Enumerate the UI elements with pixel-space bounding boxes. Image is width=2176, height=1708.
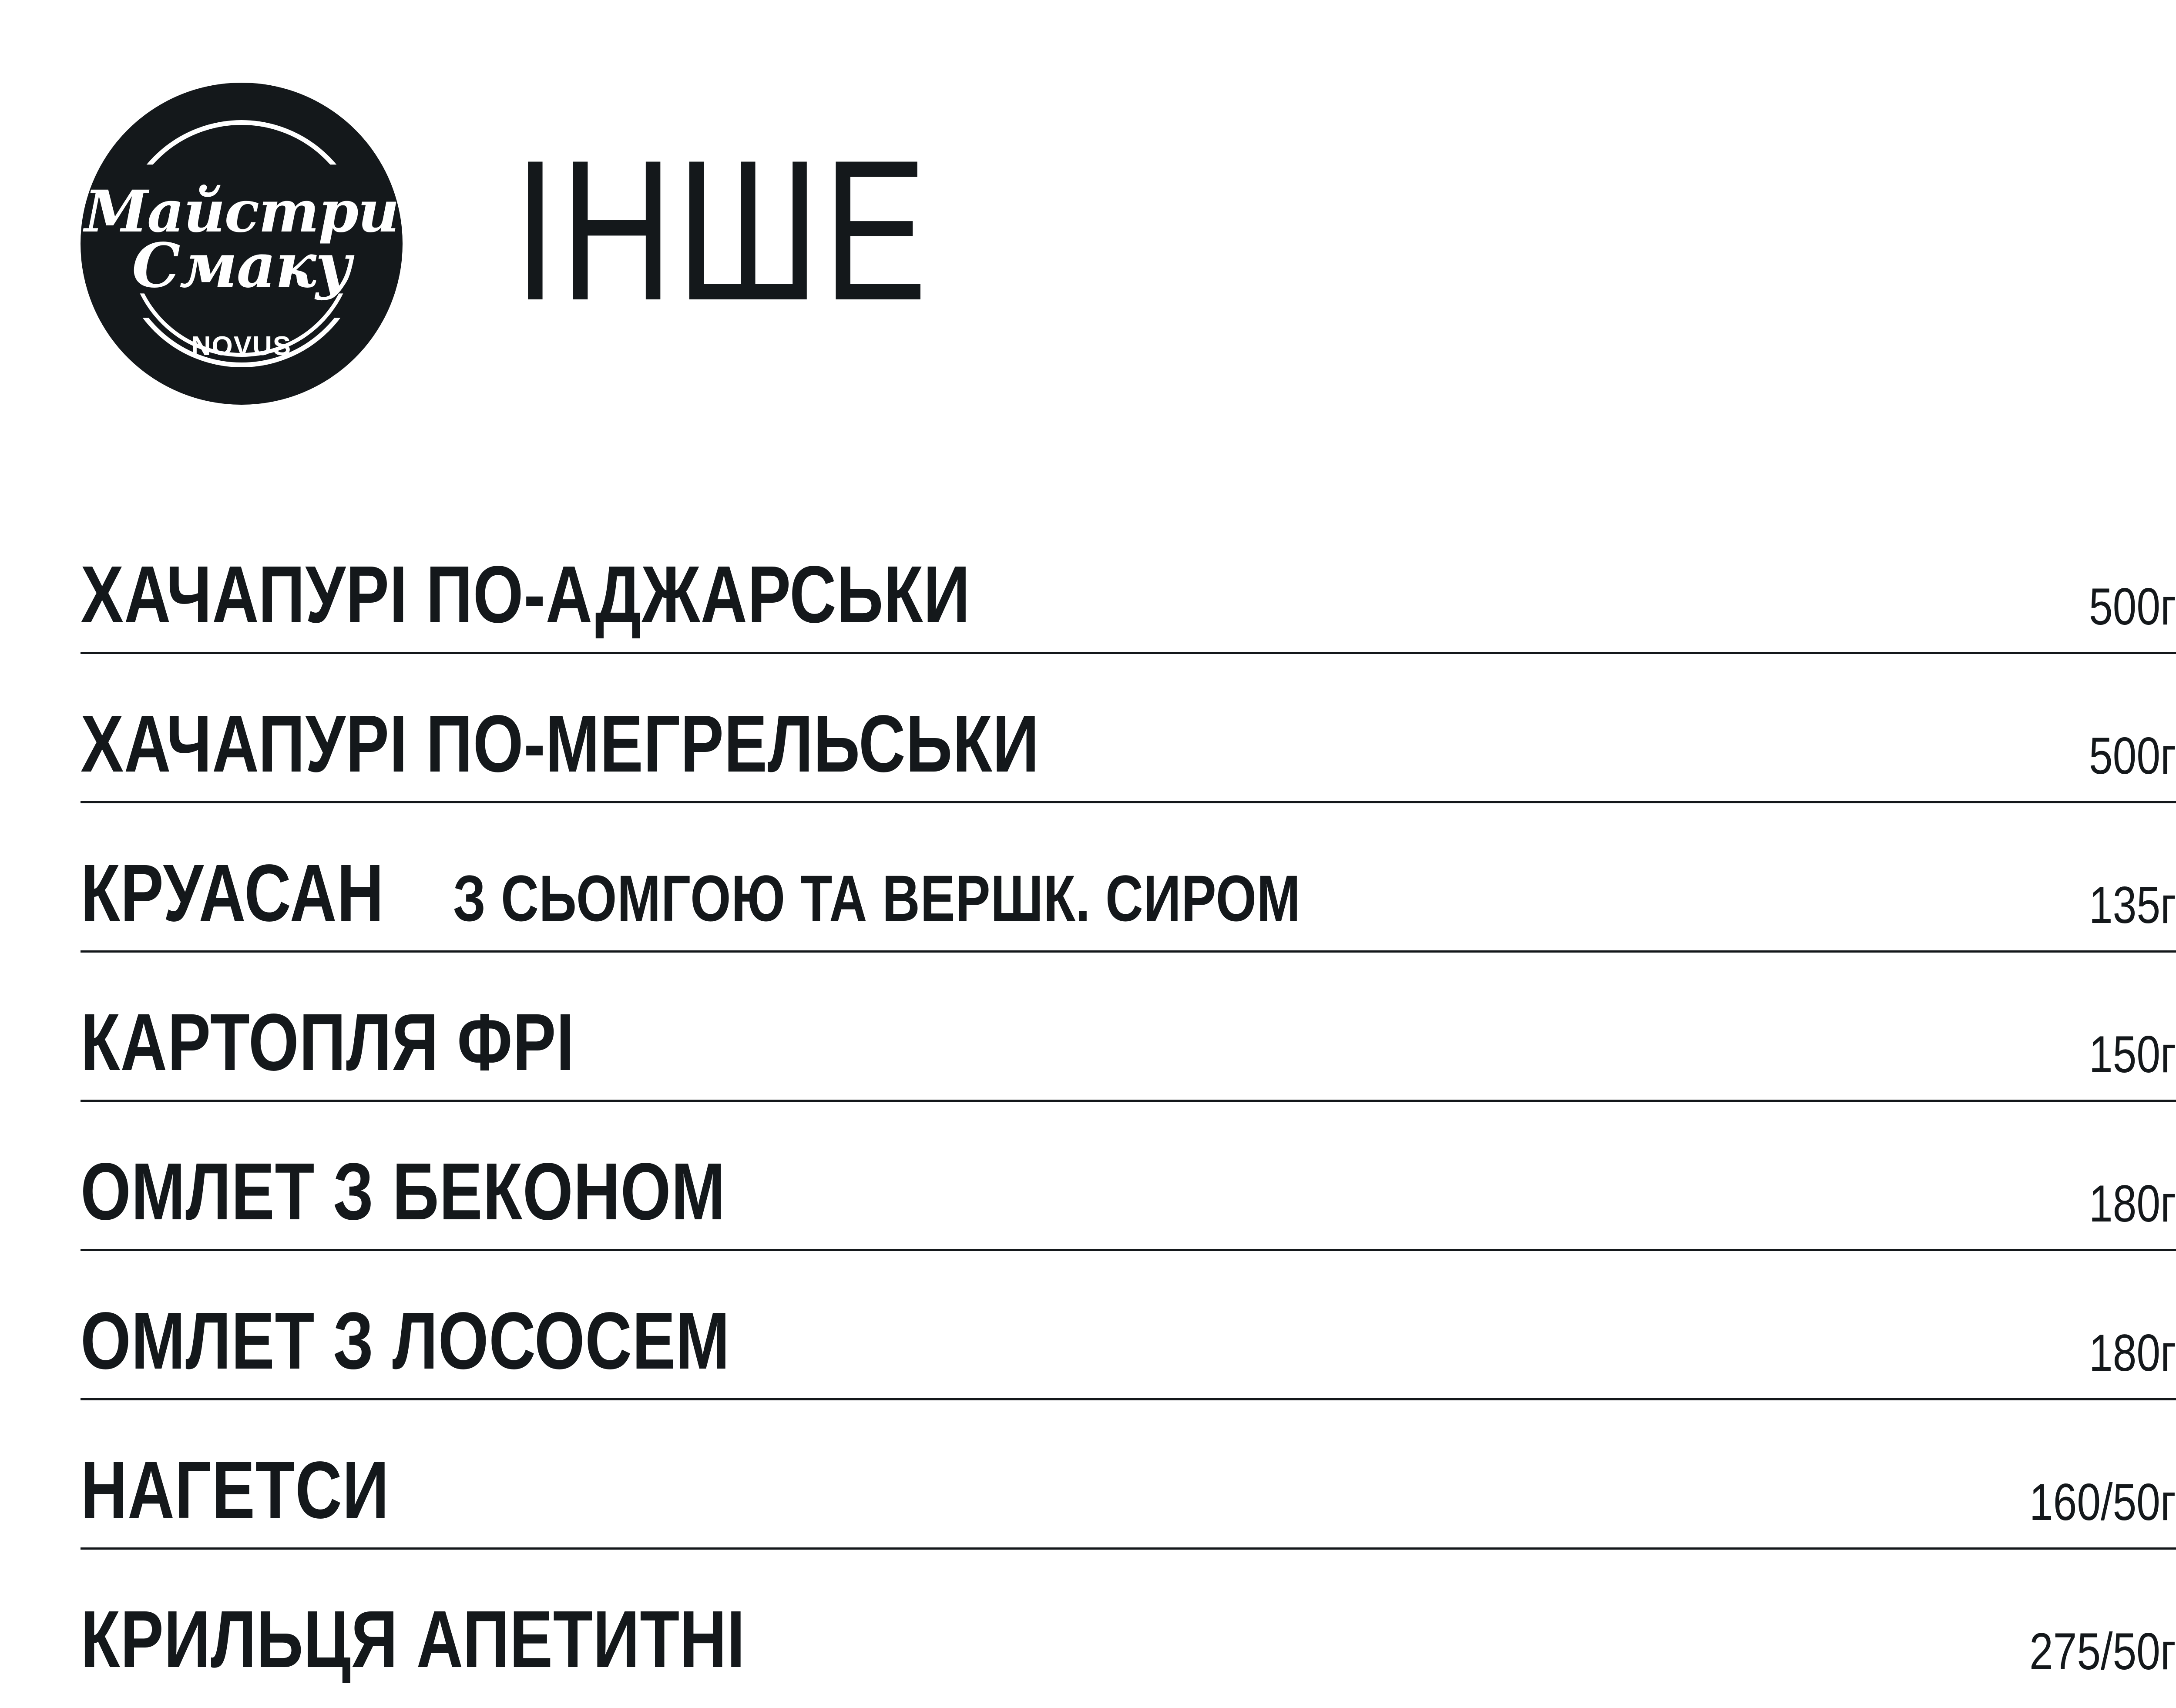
menu-item-name: КРУАСАН З СЬОМГОЮ ТА ВЕРШК. СИРОМ xyxy=(81,853,1750,950)
menu-item-name-main: КРУАСАН xyxy=(81,853,384,938)
menu-item-name-main: ОМЛЕТ З БЕКОНОМ xyxy=(81,1151,726,1237)
menu-item-weight: 180г xyxy=(2089,1174,2176,1233)
menu-row[interactable]: ХАЧАПУРІ ПО-МЕГРЕЛЬСЬКИ 500г 179грн xyxy=(81,654,2176,803)
menu-item-name-main: ОМЛЕТ З ЛОСОСЕМ xyxy=(81,1301,730,1386)
menu-item-name-main: КРИЛЬЦЯ АПЕТИТНІ xyxy=(81,1599,745,1685)
menu-item-name-main: ХАЧАПУРІ ПО-МЕГРЕЛЬСЬКИ xyxy=(81,704,1040,789)
menu-item-weight: 150г xyxy=(2089,1025,2176,1084)
menu-row[interactable]: НАГЕТСИ 160/50г 85грн xyxy=(81,1400,2176,1550)
menu-item-name: НАГЕТСИ xyxy=(81,1450,1750,1547)
logo-script-text: Майстри Смаку xyxy=(81,183,403,302)
menu-row[interactable]: ОМЛЕТ З ЛОСОСЕМ 180г 120грн xyxy=(81,1251,2176,1400)
menu-item-weight: 135г xyxy=(2089,876,2176,934)
menu-item-weight: 275/50г xyxy=(2029,1622,2176,1681)
logo-script-line2: Смаку xyxy=(132,230,352,302)
menu-list: ХАЧАПУРІ ПО-АДЖАРСЬКИ 500г 179грн ХАЧАПУ… xyxy=(81,505,2176,1697)
page-title: ІНШЕ xyxy=(514,119,931,342)
menu-row[interactable]: КАРТОПЛЯ ФРІ 150г 75грн xyxy=(81,953,2176,1102)
menu-item-name: ОМЛЕТ З БЕКОНОМ xyxy=(81,1151,1750,1249)
logo-subtitle: NOVUS xyxy=(191,331,292,361)
menu-item-weight: 180г xyxy=(2089,1324,2176,1382)
menu-row[interactable]: ХАЧАПУРІ ПО-АДЖАРСЬКИ 500г 179грн xyxy=(81,505,2176,654)
menu-item-name: КАРТОПЛЯ ФРІ xyxy=(81,1002,1750,1100)
menu-item-name: ХАЧАПУРІ ПО-АДЖАРСЬКИ xyxy=(81,554,1750,652)
menu-item-name-main: НАГЕТСИ xyxy=(81,1450,390,1535)
menu-item-name-main: КАРТОПЛЯ ФРІ xyxy=(81,1002,575,1087)
menu-item-name-main: ХАЧАПУРІ ПО-АДЖАРСЬКИ xyxy=(81,554,970,640)
logo-script-line1: Майстри xyxy=(84,178,400,245)
menu-item-weight: 500г xyxy=(2089,577,2176,636)
menu-header: Майстри Смаку NOVUS ІНШЕ xyxy=(0,0,2176,505)
menu-row[interactable]: КРУАСАН З СЬОМГОЮ ТА ВЕРШК. СИРОМ 135г 9… xyxy=(81,803,2176,953)
menu-item-name: ОМЛЕТ З ЛОСОСЕМ xyxy=(81,1301,1750,1398)
menu-item-name-sub: З СЬОМГОЮ ТА ВЕРШК. СИРОМ xyxy=(453,862,1301,935)
brand-logo: Майстри Смаку NOVUS xyxy=(81,83,403,405)
menu-item-weight: 500г xyxy=(2089,727,2176,785)
menu-item-weight: 160/50г xyxy=(2029,1473,2176,1531)
menu-row[interactable]: КРИЛЬЦЯ АПЕТИТНІ 275/50г 119грн xyxy=(81,1550,2176,1697)
menu-item-name: ХАЧАПУРІ ПО-МЕГРЕЛЬСЬКИ xyxy=(81,704,1750,801)
menu-row[interactable]: ОМЛЕТ З БЕКОНОМ 180г 95грн xyxy=(81,1102,2176,1251)
menu-item-name: КРИЛЬЦЯ АПЕТИТНІ xyxy=(81,1599,1750,1697)
